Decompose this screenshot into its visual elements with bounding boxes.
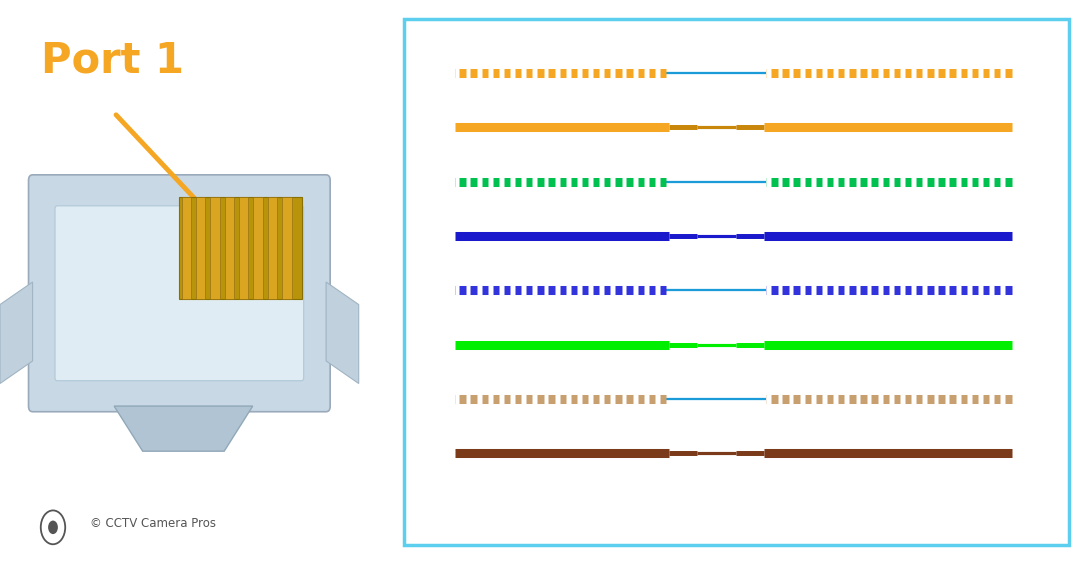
Text: Port 1: Port 1 [41, 39, 184, 81]
Polygon shape [0, 282, 33, 384]
Text: 2: 2 [1033, 118, 1045, 136]
Polygon shape [114, 406, 252, 451]
Text: 8: 8 [1033, 444, 1045, 462]
Text: 2: 2 [424, 118, 435, 136]
Bar [196, 197, 205, 299]
Text: Straight-through wired cables: Straight-through wired cables [540, 488, 933, 515]
Bar [239, 197, 249, 299]
Text: 5: 5 [424, 281, 435, 299]
Bar [267, 197, 277, 299]
FancyBboxPatch shape [28, 175, 330, 412]
Text: 4: 4 [424, 227, 435, 245]
Bar [210, 197, 220, 299]
Text: © CCTV Camera Pros: © CCTV Camera Pros [89, 517, 215, 530]
Text: 1: 1 [1033, 64, 1045, 82]
Bar [225, 197, 234, 299]
Circle shape [48, 521, 58, 534]
Text: 7: 7 [424, 390, 435, 408]
Text: 8: 8 [424, 444, 435, 462]
Text: 7: 7 [1033, 390, 1045, 408]
Bar [182, 197, 191, 299]
Text: 5: 5 [1033, 281, 1045, 299]
Text: 3: 3 [1033, 173, 1045, 191]
Text: 4: 4 [1033, 227, 1045, 245]
FancyBboxPatch shape [55, 206, 303, 381]
Text: 3: 3 [424, 173, 435, 191]
Text: 1: 1 [424, 64, 435, 82]
Bar [283, 197, 291, 299]
Polygon shape [326, 282, 359, 384]
Text: 6: 6 [424, 336, 435, 354]
Bar [179, 197, 301, 299]
Text: 6: 6 [1033, 336, 1045, 354]
Bar [253, 197, 263, 299]
